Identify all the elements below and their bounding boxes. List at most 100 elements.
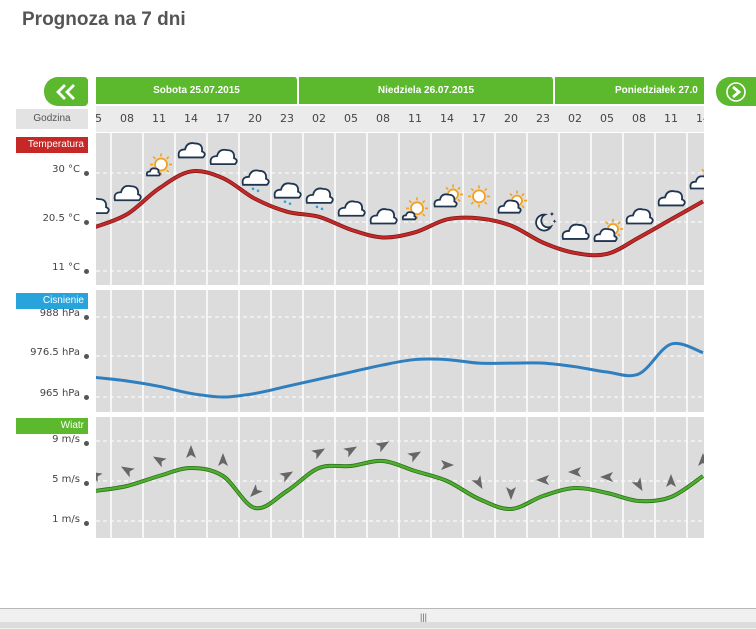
wind-tick: 1 m/s xyxy=(52,514,80,525)
wind-direction-arrow-icon xyxy=(631,477,643,492)
pressure-line xyxy=(96,341,704,399)
hour-label: 14 xyxy=(440,112,454,125)
hour-label: 14 xyxy=(184,112,198,125)
hour-label: 23 xyxy=(280,112,294,125)
partly-sunny-icon xyxy=(145,153,172,177)
rain-cloud-icon xyxy=(305,187,334,211)
hour-label: 20 xyxy=(504,112,518,125)
temperature-tick: 30 °C xyxy=(52,164,80,175)
hour-label: 11 xyxy=(152,112,166,125)
wind-direction-arrow-icon xyxy=(536,475,549,485)
day-header[interactable]: Sobota 25.07.2015 xyxy=(96,77,299,104)
axis-dot xyxy=(84,269,89,274)
hour-label: 23 xyxy=(536,112,550,125)
axis-dot xyxy=(84,441,89,446)
next-button[interactable] xyxy=(716,77,756,106)
partly-sunny-icon xyxy=(401,197,428,221)
hour-label: 02 xyxy=(568,112,582,125)
hour-label: 08 xyxy=(376,112,390,125)
wind-direction-arrow-icon xyxy=(441,460,454,470)
wind-direction-arrow-icon xyxy=(279,471,294,483)
hour-label: 05 xyxy=(96,112,102,125)
partly-cloudy-icon xyxy=(433,184,463,208)
wind-chart xyxy=(96,417,704,538)
hour-label: 14 xyxy=(696,112,704,125)
hour-label: 05 xyxy=(600,112,614,125)
rain-cloud-icon xyxy=(241,169,270,193)
wind-direction-arrow-icon xyxy=(375,441,390,453)
temperature-label: Temperatura xyxy=(16,137,88,153)
axis-dot xyxy=(84,481,89,486)
axis-dot xyxy=(84,354,89,359)
hour-label: 17 xyxy=(472,112,486,125)
temperature-line xyxy=(96,169,704,257)
axis-dot xyxy=(84,315,89,320)
wind-direction-arrow-icon xyxy=(120,466,135,478)
double-chevron-left-icon xyxy=(56,83,75,100)
wind-direction-arrow-icon xyxy=(343,446,358,458)
wind-direction-arrow-icon xyxy=(666,474,676,487)
wind-direction-arrow-icon xyxy=(568,467,581,477)
partly-cloudy-icon xyxy=(689,168,704,190)
wind-direction-arrow-icon xyxy=(407,451,422,463)
cloud-icon xyxy=(561,223,590,240)
wind-direction-arrow-icon xyxy=(250,484,263,497)
cloud-icon xyxy=(369,208,398,225)
hours-row: 05 08 11 14 17 20 23 02 05 08 11 14 17 20 23 02 05 08 11 14 xyxy=(96,106,704,132)
wind-tick: 5 m/s xyxy=(52,474,80,485)
hour-label: 05 xyxy=(344,112,358,125)
temperature-chart: ✦ ✦ xyxy=(96,133,704,285)
day-header[interactable]: Poniedziałek 27.0 xyxy=(555,77,704,104)
wind-tick: 9 m/s xyxy=(52,434,80,445)
hour-label: 11 xyxy=(408,112,422,125)
previous-button[interactable] xyxy=(44,77,88,106)
cloud-icon xyxy=(177,142,206,159)
pressure-tick: 965 hPa xyxy=(39,388,80,399)
pressure-label: Cisnienie xyxy=(16,293,88,309)
temperature-tick: 11 °C xyxy=(52,262,80,273)
cloud-icon xyxy=(209,148,238,166)
wind-line xyxy=(96,459,704,511)
rain-cloud-icon xyxy=(273,182,302,205)
hour-label: 02 xyxy=(312,112,326,125)
wind-direction-arrow-icon xyxy=(152,456,167,468)
svg-text:✦: ✦ xyxy=(549,211,555,219)
day-header[interactable]: Niedziela 26.07.2015 xyxy=(299,77,555,104)
wind-direction-arrow-icon xyxy=(218,453,228,466)
hours-label: Godzina xyxy=(16,109,88,129)
page-title: Prognoza na 7 dni xyxy=(22,9,186,30)
wind-direction-arrow-icon xyxy=(506,487,516,500)
chevron-right-icon xyxy=(726,81,746,102)
partly-cloudy-icon xyxy=(593,218,623,242)
cloud-icon xyxy=(96,197,110,215)
pressure-chart xyxy=(96,290,704,412)
axis-dot xyxy=(84,220,89,225)
wind-direction-arrow-icon xyxy=(311,448,326,460)
day-header-bar: Sobota 25.07.2015 Niedziela 26.07.2015 P… xyxy=(96,77,704,104)
panel-background xyxy=(96,290,704,412)
cloud-icon xyxy=(625,208,654,225)
wind-direction-arrow-icon xyxy=(96,471,103,483)
wind-direction-arrow-icon xyxy=(471,475,483,490)
panel-background xyxy=(96,417,704,538)
axis-dot xyxy=(84,171,89,176)
scrollbar-grip-icon[interactable]: ||| xyxy=(420,612,428,622)
sun-icon xyxy=(468,185,490,208)
wind-direction-arrow-icon xyxy=(186,445,196,458)
hour-label: 08 xyxy=(120,112,134,125)
pressure-tick: 976.5 hPa xyxy=(30,347,80,358)
temperature-tick: 20.5 °C xyxy=(42,213,80,224)
moon-stars-icon: ✦✦ xyxy=(535,211,557,232)
hour-label: 20 xyxy=(248,112,262,125)
cloud-icon xyxy=(337,200,366,217)
hour-label: 11 xyxy=(664,112,678,125)
svg-text:✦: ✦ xyxy=(552,219,557,226)
partly-cloudy-icon xyxy=(497,190,527,214)
wind-direction-arrow-icon xyxy=(600,472,613,482)
pressure-tick: 988 hPa xyxy=(39,308,80,319)
wind-direction-arrow-icon xyxy=(698,453,704,466)
axis-dot xyxy=(84,521,89,526)
scrollbar-track xyxy=(0,622,756,628)
cloud-icon xyxy=(657,190,686,207)
hour-label: 08 xyxy=(632,112,646,125)
